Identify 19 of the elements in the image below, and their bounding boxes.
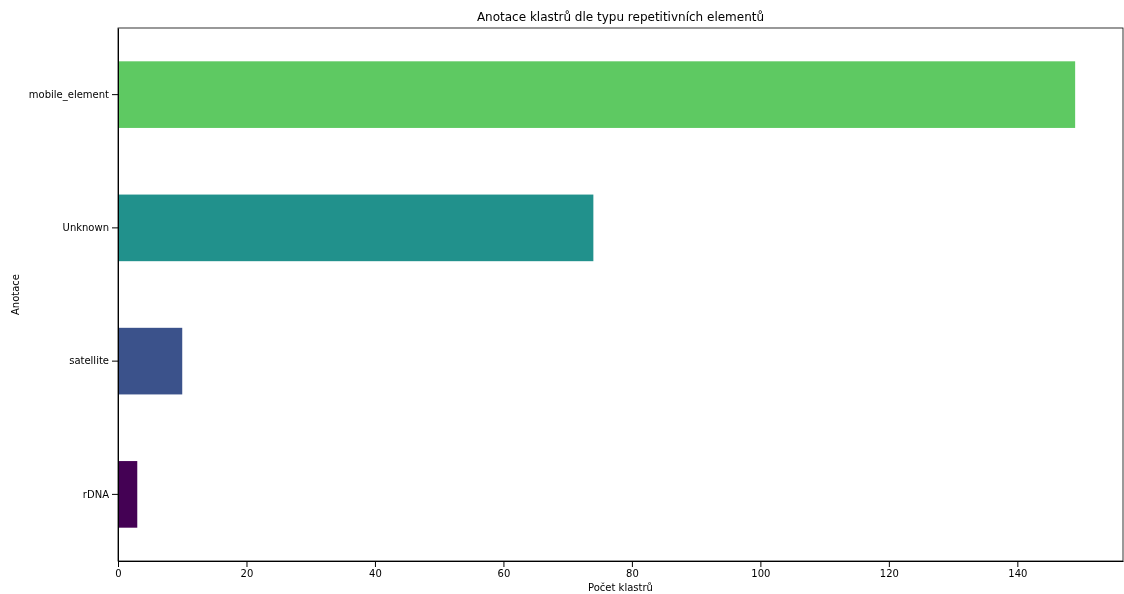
x-tick-label: 20 bbox=[240, 568, 254, 580]
bar bbox=[118, 61, 1076, 128]
y-tick-label: rDNA bbox=[82, 488, 110, 500]
x-tick-label: 80 bbox=[626, 568, 639, 580]
chart-title: Anotace klastrů dle typu repetitivních elementů bbox=[476, 10, 765, 24]
x-axis-title: Počet klastrů bbox=[588, 582, 653, 593]
x-tick-label: 120 bbox=[879, 568, 899, 580]
x-tick-label: 100 bbox=[751, 568, 771, 580]
bar bbox=[118, 461, 138, 528]
y-tick-label: mobile_element bbox=[28, 88, 110, 101]
bar bbox=[118, 327, 183, 395]
x-tick-label: 0 bbox=[115, 568, 122, 580]
y-tick-label: satellite bbox=[69, 355, 109, 367]
y-axis-title: Anotace bbox=[10, 274, 21, 315]
x-tick-label: 40 bbox=[369, 568, 382, 580]
x-tick-label: 60 bbox=[497, 568, 511, 580]
y-tick-label: Unknown bbox=[62, 222, 109, 234]
x-tick-label: 140 bbox=[1008, 568, 1028, 580]
bar bbox=[118, 194, 594, 262]
